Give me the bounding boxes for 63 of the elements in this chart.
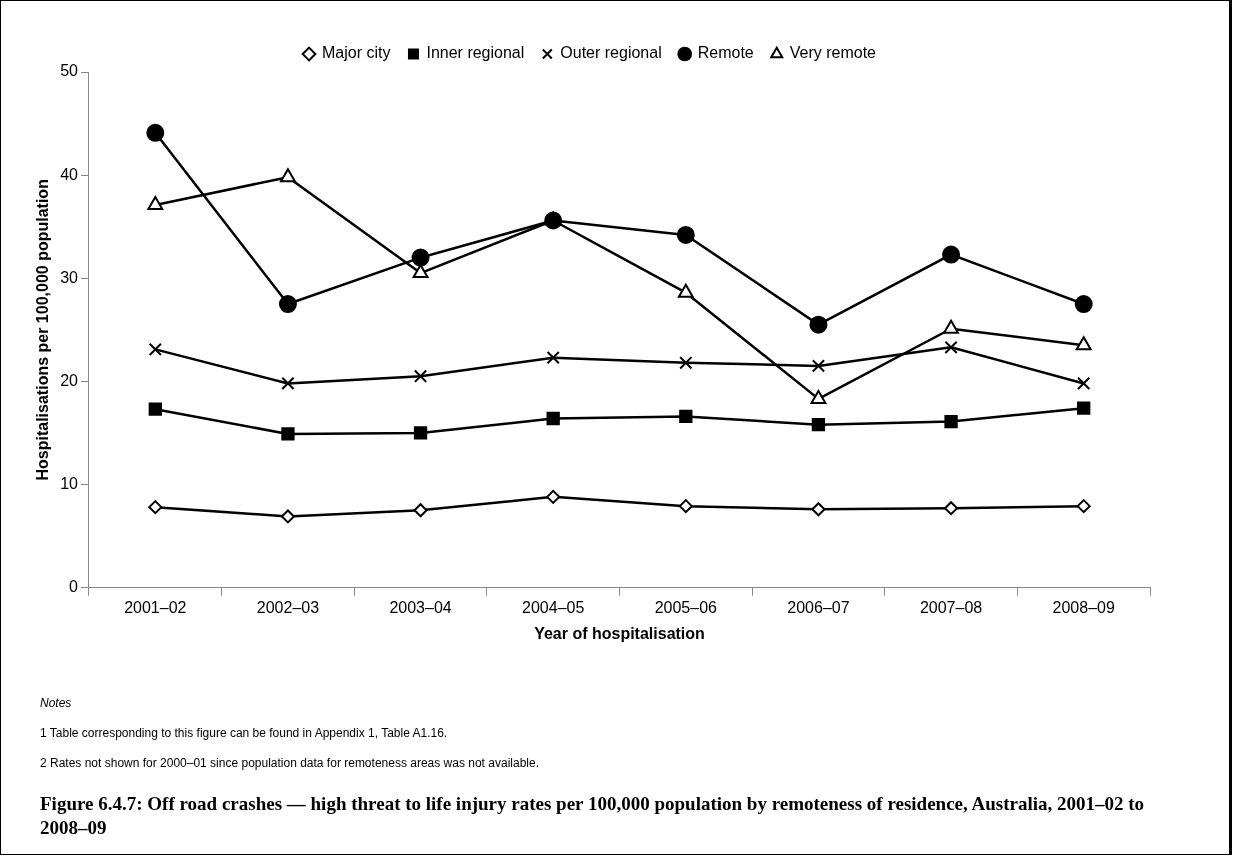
legend-label: Inner regional [426,44,525,62]
legend-label: Very remote [789,44,877,62]
point [1077,376,1091,391]
point [944,501,959,516]
point [147,196,164,211]
point [546,350,560,365]
point [811,359,826,373]
point [944,414,958,429]
point [676,225,695,244]
x-tick-label: 2005–06 [654,598,718,616]
point [413,426,428,440]
point [413,369,428,383]
text: 1 Table corresponding to this figure can be found in Appendix 1, Table A1.16. [40,726,449,740]
x-tick-label: 2001–02 [124,598,187,616]
point [811,418,826,432]
x-tick-label: 2008–09 [1052,598,1115,616]
point [1074,295,1093,314]
point [679,409,693,424]
y-tick-label: 40 [60,165,79,183]
point [148,402,162,416]
x-tick-label: 2007–08 [919,598,983,616]
point [811,502,826,517]
point [546,489,561,504]
text: 2 Rates not shown for 2000–01 since population data for remoteness areas was not available. [40,756,539,770]
point [148,342,162,357]
point [1077,401,1091,415]
point [943,319,959,334]
x-tick-label: 2004–05 [522,598,585,616]
point [148,500,163,515]
y-axis-title: Hospitalisations per 100,000 population [34,179,52,481]
point [679,356,693,370]
point [412,264,429,279]
point [278,295,297,314]
y-tick-label: 10 [60,474,79,492]
point [809,315,828,334]
point [944,340,958,354]
x-axis-title: Year of hospitalisation [534,624,705,642]
point [544,211,563,230]
legend-label: Outer regional [560,44,662,62]
x-tick-label: 2006–07 [787,598,850,616]
point [411,248,430,267]
point [281,376,295,391]
y-tick-label: 0 [69,578,79,596]
x-tick-label: 2003–04 [389,598,452,616]
x-tick-label: 2002–03 [256,598,320,616]
point [678,499,693,514]
legend-label: Remote [697,44,754,62]
y-tick-label: 50 [60,62,79,80]
point [1075,336,1092,351]
point [1076,499,1091,514]
point [546,411,560,426]
point [280,168,296,183]
text: Figure 6.4.7: Off road crashes — high threat to life injury rates per 100,000 population by remoteness of residence, Australia, 2001–02 to 2008–09 [40,792,1146,840]
point [146,123,165,142]
point [677,283,694,298]
legend-label: Major city [322,44,391,62]
point [280,509,295,524]
y-tick-label: 20 [60,371,79,389]
point [281,427,295,441]
point [413,503,428,518]
y-tick-label: 30 [60,268,79,286]
point [942,245,961,264]
text: Notes [40,696,73,710]
